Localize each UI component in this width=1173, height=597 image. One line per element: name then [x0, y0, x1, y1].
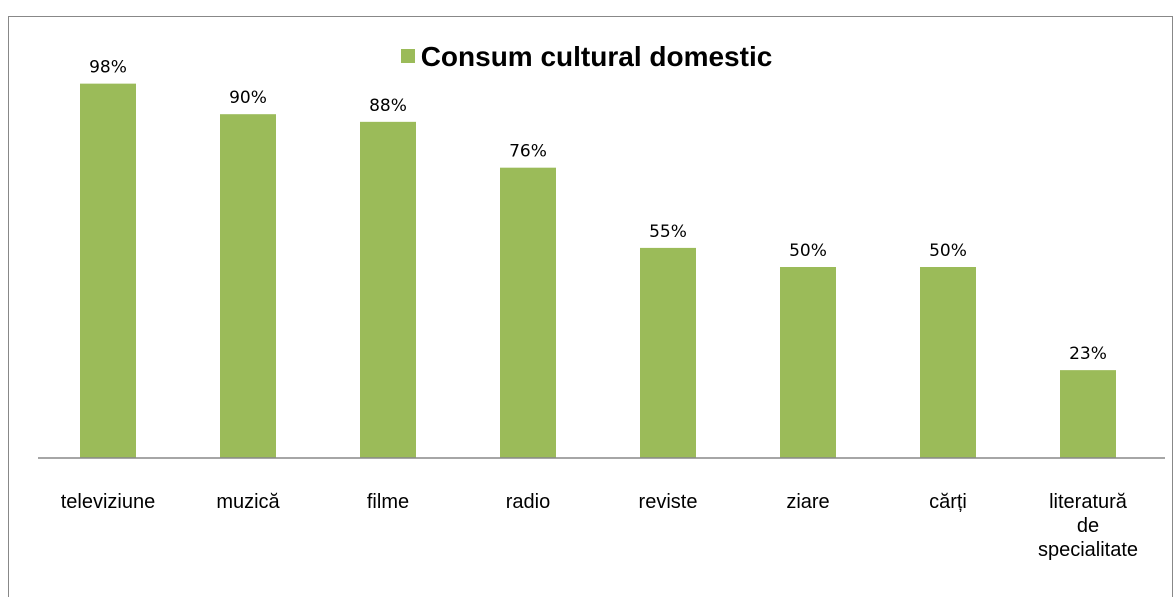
value-label-3: 76% [509, 142, 547, 162]
chart-legend: Consum cultural domestic [0, 41, 1173, 73]
value-label-0: 98% [89, 58, 127, 78]
category-label-1: muzică [216, 491, 280, 513]
category-label-2: filme [366, 491, 410, 513]
chart-title: Consum cultural domestic [420, 41, 773, 72]
bar-2 [360, 121, 416, 458]
bar-3 [500, 167, 556, 458]
category-label-6: cărți [929, 491, 967, 513]
bar-5 [780, 267, 836, 458]
category-label-0: televiziune [60, 491, 156, 513]
chart-frame [8, 16, 1173, 597]
bar-6 [920, 267, 976, 458]
bar-1 [220, 114, 276, 458]
bar-7 [1060, 370, 1116, 458]
value-label-7: 23% [1069, 344, 1107, 364]
category-label-4: reviste [638, 491, 698, 513]
bars-group [80, 83, 1116, 458]
value-labels-group: 98% 90% 88% 76% 55% 50% 50% 23% [89, 58, 1107, 365]
category-label-5: ziare [786, 491, 830, 513]
bar-4 [640, 247, 696, 458]
legend-swatch [400, 49, 415, 63]
category-label-7: literatură de specialitate [1037, 491, 1139, 561]
category-label-3: radio [505, 491, 551, 513]
value-label-4: 55% [649, 222, 687, 242]
value-label-2: 88% [369, 96, 407, 116]
value-label-6: 50% [929, 241, 967, 261]
bar-0 [80, 83, 136, 458]
value-label-5: 50% [789, 241, 827, 261]
value-label-1: 90% [229, 88, 267, 108]
